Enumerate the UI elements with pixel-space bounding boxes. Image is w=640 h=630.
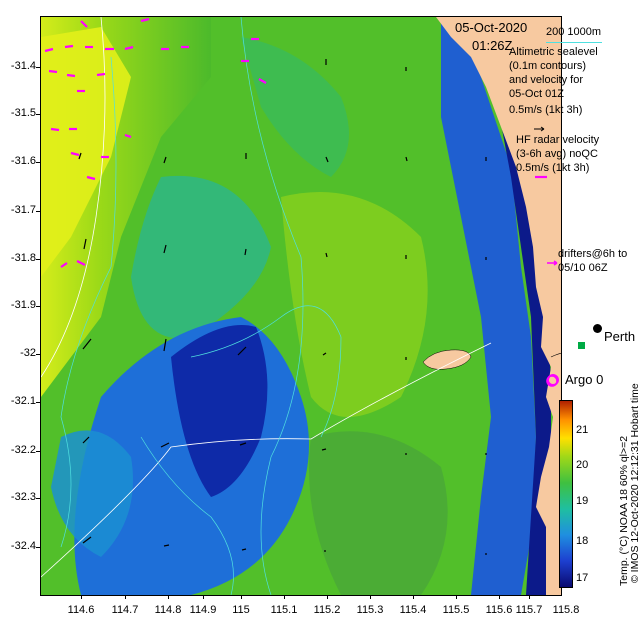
drifter-dot xyxy=(578,342,585,349)
x-tick-label: 115.2 xyxy=(313,604,341,616)
hf-radar-vectors xyxy=(44,17,267,268)
colorbar-tick-18: 18 xyxy=(576,535,589,547)
y-tick-label: -31.8 xyxy=(10,252,36,264)
altimetry-legend-2: (0.1m contours) xyxy=(509,60,587,72)
x-tick-label: 114.8 xyxy=(154,604,182,616)
southern-green-band xyxy=(309,431,448,595)
perth-dot xyxy=(593,324,602,333)
altimetry-legend-5: 0.5m/s (1kt 3h) xyxy=(509,104,583,116)
land-mass xyxy=(436,17,561,595)
x-tick xyxy=(203,595,204,599)
x-tick xyxy=(370,595,371,599)
y-tick xyxy=(36,306,40,307)
hf-legend-1: HF radar velocity xyxy=(516,134,600,146)
y-tick-label: -32.2 xyxy=(10,444,36,456)
y-tick-label: -31.4 xyxy=(10,60,36,72)
y-tick xyxy=(36,547,40,548)
y-tick-label: -32.3 xyxy=(10,491,36,503)
x-tick xyxy=(125,595,126,599)
y-tick xyxy=(36,114,40,115)
coastal-cold-strip xyxy=(441,17,536,595)
y-tick xyxy=(36,211,40,212)
altimetry-legend-1: Altimetric sealevel xyxy=(509,46,598,58)
x-tick xyxy=(168,595,169,599)
y-tick xyxy=(36,354,40,355)
x-tick xyxy=(529,595,530,599)
bathymetry-1000m xyxy=(41,17,106,378)
cool-filament xyxy=(131,175,271,339)
cold-eddy-core xyxy=(171,325,268,497)
colorbar-tick-17: 17 xyxy=(576,572,589,584)
sst-map[interactable] xyxy=(40,16,562,596)
cool-filament-north xyxy=(241,37,349,177)
drifters-legend-1: drifters@6h to xyxy=(558,248,628,260)
sealevel-contour-c xyxy=(140,436,234,595)
y-tick-label: -32 xyxy=(20,347,36,359)
altimetry-legend-arrow xyxy=(534,126,545,132)
x-tick-label: 115.6 xyxy=(485,604,513,616)
y-tick xyxy=(36,498,40,499)
x-tick-label: 114.9 xyxy=(189,604,217,616)
sealevel-contour-b xyxy=(240,17,304,595)
rottnest-island xyxy=(422,349,472,370)
y-tick-label: -31.5 xyxy=(10,107,36,119)
y-tick xyxy=(36,259,40,260)
depth-legend-line xyxy=(546,42,602,43)
drifters-legend-2: 05/10 06Z xyxy=(558,262,608,274)
imos-credit: © IMOS 12-Oct-2020 12:12:31 Hobart time xyxy=(629,383,640,583)
swan-river xyxy=(550,352,561,358)
colorbar-tick-20: 20 xyxy=(576,459,589,471)
y-tick-label: -31.9 xyxy=(10,299,36,311)
colorbar-tick-21: 21 xyxy=(576,424,589,436)
argo-dot xyxy=(547,374,559,386)
y-tick-label: -32.1 xyxy=(10,395,36,407)
y-tick xyxy=(36,451,40,452)
depth-legend: 200 1000m xyxy=(546,26,602,38)
x-tick xyxy=(499,595,500,599)
x-tick-label: 115 xyxy=(232,604,250,616)
x-tick-label: 115.8 xyxy=(552,604,580,616)
altimetry-legend-3: and velocity for xyxy=(509,74,583,86)
x-tick-label: 115.5 xyxy=(442,604,470,616)
colorbar-tick-19: 19 xyxy=(576,495,589,507)
temperature-colorbar xyxy=(559,400,573,588)
x-tick xyxy=(413,595,414,599)
drifter-legend-arrow xyxy=(547,260,558,266)
bathymetry-200m xyxy=(41,342,492,578)
y-tick-label: -31.7 xyxy=(10,204,36,216)
hf-legend-3: 0.5m/s (1kt 3h) xyxy=(516,162,590,174)
x-tick-label: 115.3 xyxy=(356,604,384,616)
altimetry-legend-4: 05-Oct 01Z xyxy=(509,88,565,100)
y-tick-label: -32.4 xyxy=(10,540,36,552)
x-tick xyxy=(241,595,242,599)
y-tick-label: -31.6 xyxy=(10,155,36,167)
x-tick-label: 115.4 xyxy=(399,604,427,616)
sealevel-contour-a xyxy=(60,56,117,548)
cool-patch-sw xyxy=(51,430,133,557)
map-time: 01:26Z xyxy=(472,38,513,53)
sst-map-canvas xyxy=(41,17,561,595)
argo-label: Argo 0 xyxy=(565,372,604,387)
mid-warm-band xyxy=(281,192,428,417)
x-tick xyxy=(81,595,82,599)
x-tick xyxy=(327,595,328,599)
x-tick-label: 115.7 xyxy=(515,604,543,616)
x-tick xyxy=(284,595,285,599)
x-tick-label: 115.1 xyxy=(270,604,298,616)
y-tick xyxy=(36,67,40,68)
x-tick-label: 114.7 xyxy=(111,604,139,616)
warmest-water-region xyxy=(41,27,131,277)
y-tick xyxy=(36,402,40,403)
x-tick-label: 114.6 xyxy=(67,604,95,616)
perth-label: Perth xyxy=(604,329,636,344)
map-date: 05-Oct-2020 xyxy=(455,20,528,35)
x-tick xyxy=(456,595,457,599)
sealevel-contour-d xyxy=(190,305,342,438)
hf-legend-2: (3-6h avg) noQC xyxy=(516,148,598,160)
y-tick xyxy=(36,162,40,163)
altimetry-vectors xyxy=(78,59,487,555)
